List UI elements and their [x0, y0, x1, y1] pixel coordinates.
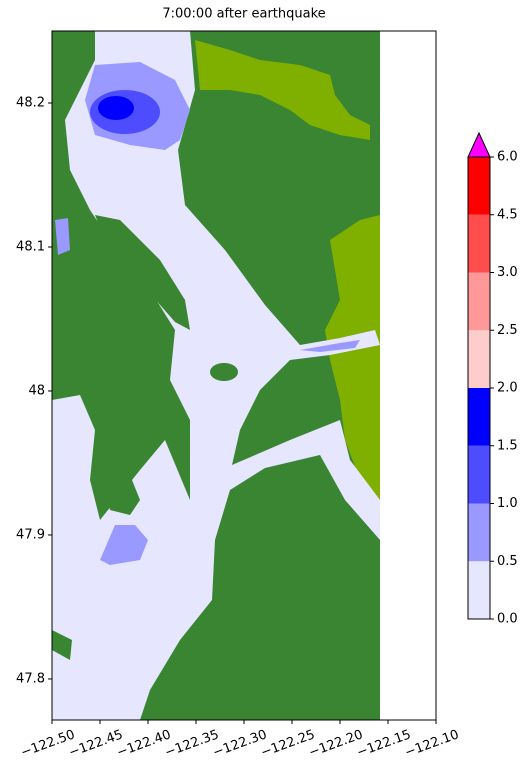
x-tick-label: −122.20	[307, 727, 365, 760]
x-tick-label: −122.25	[259, 727, 317, 760]
x-tick-label: −122.45	[67, 727, 125, 760]
island	[210, 363, 238, 381]
chart-title: 7:00:00 after earthquake	[162, 7, 325, 22]
colorbar-bin	[468, 214, 490, 273]
colorbar-tick-label: 4.5	[497, 207, 518, 222]
colorbar-bin	[468, 445, 490, 504]
colorbar-bin	[468, 388, 490, 446]
colorbar-bin	[468, 561, 490, 619]
colorbar-tick-label: 0.5	[497, 554, 518, 569]
colorbar-tick-label: 0.0	[497, 612, 518, 627]
lowland	[195, 40, 370, 140]
colorbar-extend	[467, 131, 491, 158]
y-tick-label: 48.1	[16, 239, 45, 254]
y-tick-label: 48	[28, 383, 45, 398]
x-tick-label: −122.15	[355, 727, 413, 760]
colorbar-tick-label: 2.5	[497, 323, 518, 338]
colorbar-tick-label: 3.0	[497, 265, 518, 280]
water-patch	[98, 96, 134, 120]
colorbar-bin	[468, 157, 490, 215]
colorbar-tick-label: 6.0	[497, 150, 518, 165]
x-tick-label: −122.50	[19, 727, 77, 760]
y-tick-label: 47.9	[16, 527, 45, 542]
water-patch	[100, 525, 148, 565]
x-tick-label: −122.40	[115, 727, 173, 760]
colorbar-tick-label: 2.0	[497, 381, 518, 396]
land	[95, 215, 190, 330]
y-tick-label: 48.2	[16, 95, 45, 110]
colorbar-tick-label: 1.5	[497, 438, 518, 453]
y-tick-label: 47.8	[16, 671, 45, 686]
x-tick-label: −122.35	[163, 727, 221, 760]
water-patch	[55, 218, 70, 255]
land	[105, 475, 140, 515]
colorbar-bin	[468, 272, 490, 331]
water-patch	[300, 340, 360, 352]
x-tick-label: −122.10	[403, 727, 461, 760]
map	[52, 31, 380, 720]
lowland	[325, 215, 380, 510]
colorbar-bin	[468, 503, 490, 562]
colorbar-tick-label: 1.0	[497, 496, 518, 511]
x-tick-label: −122.30	[211, 727, 269, 760]
colorbar-bin	[468, 330, 490, 388]
